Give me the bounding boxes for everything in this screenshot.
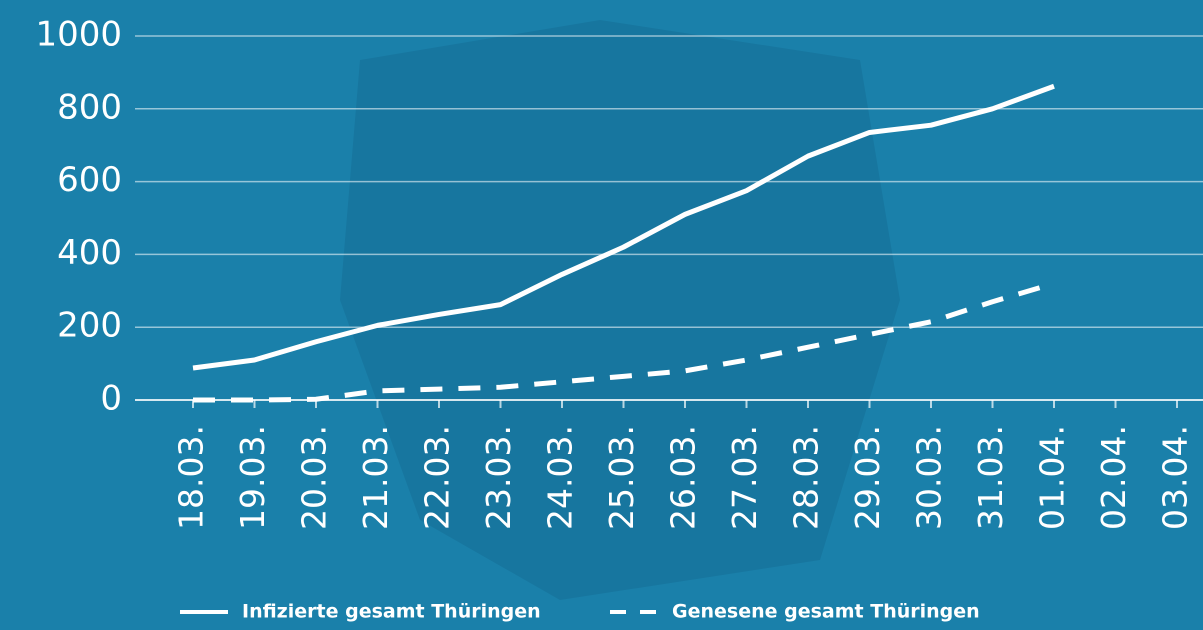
x-tick-label: 30.03. [910,425,949,530]
x-tick-label: 25.03. [602,425,641,530]
series-line [193,281,1055,403]
x-tick-label: 21.03. [356,425,395,530]
series-line [192,83,1055,371]
x-tick-label: 03.04. [1156,425,1195,530]
x-tick-label: 19.03. [233,425,272,530]
x-tick-label: 02.04. [1094,425,1133,530]
x-tick-label: 26.03. [664,425,703,530]
background-emblem [340,20,900,600]
legend-label: Infizierte gesamt Thüringen [242,601,541,623]
y-tick-label: 200 [57,306,122,346]
x-tick-label: 29.03. [848,425,887,530]
x-tick-label: 28.03. [787,425,826,530]
x-tick-label: 20.03. [295,425,334,530]
y-tick-label: 0 [100,379,122,419]
y-tick-label: 800 [57,87,122,127]
y-tick-label: 400 [57,233,122,273]
x-tick-label: 01.04. [1033,425,1072,530]
x-tick-label: 22.03. [418,425,457,530]
y-tick-label: 1000 [35,15,122,55]
x-tick-label: 31.03. [971,425,1010,530]
y-tick-label: 600 [57,160,122,200]
x-tick-label: 23.03. [479,425,518,530]
x-tick-label: 24.03. [541,425,580,530]
x-tick-label: 27.03. [725,425,764,530]
x-tick-label: 18.03. [172,425,211,530]
legend-label: Genesene gesamt Thüringen [672,601,980,623]
